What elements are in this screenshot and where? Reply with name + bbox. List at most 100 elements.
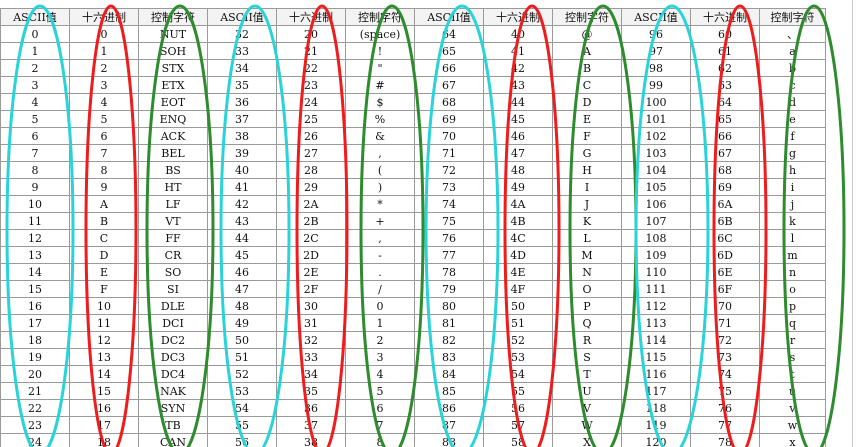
cell-ascii: 96	[621, 25, 691, 43]
cell-char: EOT	[138, 93, 208, 111]
cell-char: x	[759, 433, 826, 447]
cell-ascii: 74	[414, 195, 484, 213]
table-row: 0 0 NUT 32 20 (space) 64 40 @96 60、	[0, 25, 826, 43]
cell-char: X	[552, 433, 622, 447]
cell-char: O	[552, 280, 622, 298]
cell-char: L	[552, 229, 622, 247]
cell-hex: 24	[276, 93, 346, 111]
cell-hex: 11	[69, 314, 139, 332]
cell-ascii: 116	[621, 365, 691, 383]
cell-char: j	[759, 195, 826, 213]
cell-ascii: 2	[0, 59, 70, 77]
cell-ascii: 5	[0, 110, 70, 128]
table-row: 9 9 HT 41 29) 73 49 I 105 69 i	[0, 178, 826, 196]
cell-hex: 57	[483, 416, 553, 434]
cell-hex: 62	[690, 59, 760, 77]
cell-ascii: 81	[414, 314, 484, 332]
cell-hex: 30	[276, 297, 346, 315]
cell-char: HT	[138, 178, 208, 196]
cell-char: (space)	[345, 25, 415, 43]
cell-hex: 2B	[276, 212, 346, 230]
cell-ascii: 68	[414, 93, 484, 111]
cell-hex: 35	[276, 382, 346, 400]
cell-hex: 8	[69, 161, 139, 179]
cell-ascii: 98	[621, 59, 691, 77]
cell-hex: 2C	[276, 229, 346, 247]
cell-hex: 76	[690, 399, 760, 417]
cell-char: NAK	[138, 382, 208, 400]
cell-char: I	[552, 178, 622, 196]
cell-char: r	[759, 331, 826, 349]
cell-char: "	[345, 59, 415, 77]
cell-hex: 13	[69, 348, 139, 366]
cell-ascii: 54	[207, 399, 277, 417]
cell-char: @	[552, 25, 622, 43]
cell-char: DCI	[138, 314, 208, 332]
cell-char: s	[759, 348, 826, 366]
cell-hex: 65	[690, 110, 760, 128]
cell-char: 7	[345, 416, 415, 434]
cell-char: T	[552, 365, 622, 383]
cell-char: -	[345, 246, 415, 264]
table-row: 5 5 ENQ 37 25% 69 45 E 101 65 e	[0, 110, 826, 128]
header-char-4: 控制字符	[759, 8, 826, 26]
cell-char: n	[759, 263, 826, 281]
cell-ascii: 10	[0, 195, 70, 213]
table-row: 7 7 BEL 39 27, 71 47 G 103 67 g	[0, 144, 826, 162]
cell-hex: 4A	[483, 195, 553, 213]
cell-ascii: 39	[207, 144, 277, 162]
cell-char: ACK	[138, 127, 208, 145]
cell-char: d	[759, 93, 826, 111]
cell-char: #	[345, 76, 415, 94]
cell-ascii: 43	[207, 212, 277, 230]
cell-char: DLE	[138, 297, 208, 315]
cell-ascii: 111	[621, 280, 691, 298]
cell-hex: 75	[690, 382, 760, 400]
cell-hex: 2D	[276, 246, 346, 264]
table-row: 3 3 ETX 35 23 #67 43 C 99 63 c	[0, 76, 826, 94]
cell-ascii: 108	[621, 229, 691, 247]
cell-char: h	[759, 161, 826, 179]
cell-char: R	[552, 331, 622, 349]
cell-hex: 73	[690, 348, 760, 366]
cell-ascii: 52	[207, 365, 277, 383]
cell-hex: 12	[69, 331, 139, 349]
cell-ascii: 12	[0, 229, 70, 247]
cell-hex: 6F	[690, 280, 760, 298]
cell-hex: 47	[483, 144, 553, 162]
cell-ascii: 85	[414, 382, 484, 400]
cell-ascii: 80	[414, 297, 484, 315]
cell-char: ,	[345, 144, 415, 162]
cell-ascii: 14	[0, 263, 70, 281]
cell-ascii: 101	[621, 110, 691, 128]
cell-hex: 34	[276, 365, 346, 383]
cell-hex: 2E	[276, 263, 346, 281]
cell-hex: 43	[483, 76, 553, 94]
cell-char: N	[552, 263, 622, 281]
cell-hex: 31	[276, 314, 346, 332]
table-row: 11 B VT 43 2B +75 4B K 107 6B k	[0, 212, 826, 230]
cell-ascii: 73	[414, 178, 484, 196]
cell-hex: 40	[483, 25, 553, 43]
cell-hex: E	[69, 263, 139, 281]
cell-char: c	[759, 76, 826, 94]
cell-hex: 6E	[690, 263, 760, 281]
cell-char: M	[552, 246, 622, 264]
cell-hex: 64	[690, 93, 760, 111]
cell-hex: 51	[483, 314, 553, 332]
cell-char: TB	[138, 416, 208, 434]
table-row: 8 8 BS 40 28(72 48 H 104 68 h	[0, 161, 826, 179]
cell-ascii: 9	[0, 178, 70, 196]
cell-char: *	[345, 195, 415, 213]
table-row: 21 15 NAK 53 35 5 85 55 U 117 75 u	[0, 382, 826, 400]
header-ascii-2: ASCII值	[207, 8, 277, 26]
cell-ascii: 34	[207, 59, 277, 77]
table-row: 4 4 EOT 36 24 $68 44 D 100 64 d	[0, 93, 826, 111]
cell-hex: 4	[69, 93, 139, 111]
cell-ascii: 21	[0, 382, 70, 400]
table-row: 1 1 SOH 33 21! 65 41 A 97 61 a	[0, 42, 826, 60]
cell-char: e	[759, 110, 826, 128]
cell-hex: 27	[276, 144, 346, 162]
header-char-2: 控制字符	[345, 8, 415, 26]
cell-hex: 41	[483, 42, 553, 60]
